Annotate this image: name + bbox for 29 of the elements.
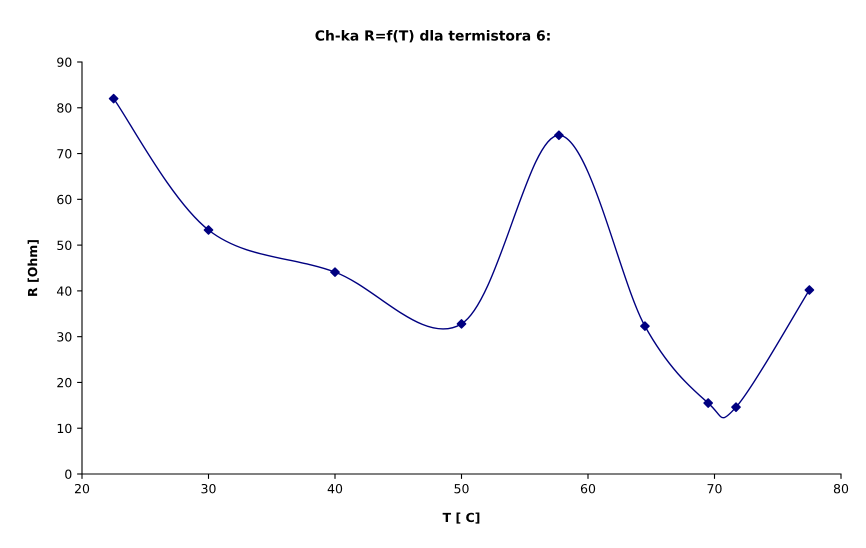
point: [456, 318, 466, 329]
y-tick-label: 50: [57, 240, 72, 250]
y-axis-title: R [Ohm]: [28, 240, 39, 296]
x-axis-title: T [ C]: [442, 512, 480, 524]
point: [731, 402, 741, 412]
x-tick-label: 20: [74, 484, 90, 494]
chart-title: Ch-ka R=f(T) dla termistora 6:: [315, 30, 550, 42]
point: [640, 321, 650, 331]
point: [330, 267, 340, 277]
x-tick-label: 50: [454, 484, 469, 494]
x-tick-label: 30: [202, 484, 216, 494]
x-tick-label: 80: [834, 484, 848, 494]
x-tick-label: 60: [580, 484, 596, 494]
point: [804, 285, 814, 295]
y-tick-label: 80: [57, 103, 72, 113]
x-tick-label: 70: [708, 484, 722, 494]
y-tick-label: 20: [57, 378, 72, 388]
x-tick-label: 40: [328, 484, 342, 494]
y-tick-label: 70: [57, 149, 72, 158]
y-tick-label: 0: [65, 469, 72, 479]
y-tick-label: 60: [57, 194, 72, 204]
point: [554, 130, 564, 140]
y-tick-label: 40: [56, 286, 72, 296]
y-tick-label: 10: [58, 424, 72, 434]
y-tick-label: 30: [57, 332, 72, 342]
y-tick-label: 90: [57, 57, 72, 67]
point: [703, 398, 714, 408]
point: [108, 94, 118, 104]
point: [204, 225, 214, 235]
